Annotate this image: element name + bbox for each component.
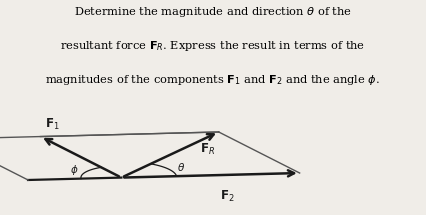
Text: $\mathbf{F}_R$: $\mathbf{F}_R$: [200, 142, 215, 157]
Text: $\mathbf{F}_1$: $\mathbf{F}_1$: [45, 117, 59, 132]
Text: magnitudes of the components $\mathbf{F}_1$ and $\mathbf{F}_2$ and the angle $\p: magnitudes of the components $\mathbf{F}…: [46, 73, 380, 87]
Text: resultant force $\mathbf{F}_R$. Express the result in terms of the: resultant force $\mathbf{F}_R$. Express …: [60, 39, 366, 53]
Text: $\mathbf{F}_2$: $\mathbf{F}_2$: [220, 189, 235, 204]
Text: $\phi$: $\phi$: [70, 163, 78, 177]
Text: Determine the magnitude and direction $\theta$ of the: Determine the magnitude and direction $\…: [74, 5, 352, 19]
Text: $\theta$: $\theta$: [177, 161, 185, 173]
